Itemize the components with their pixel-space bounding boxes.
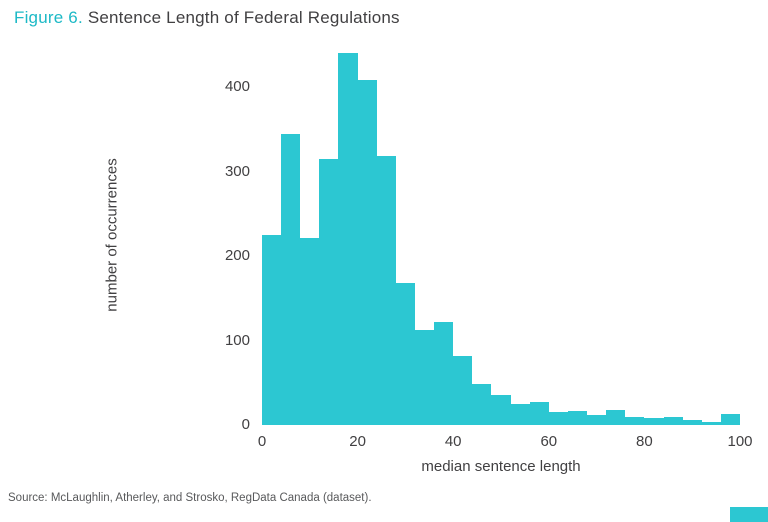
histogram-bar: [262, 235, 282, 425]
y-tick-label: 200: [224, 247, 250, 265]
histogram-bar: [567, 410, 588, 425]
histogram-bar: [434, 321, 454, 425]
histogram-bar: [587, 414, 607, 425]
corner-accent-block: [730, 507, 768, 522]
x-tick-label: 80: [636, 433, 653, 450]
y-tick-label: 0: [241, 416, 250, 433]
histogram-bar: [606, 409, 626, 425]
histogram-bar: [644, 418, 664, 425]
y-tick-label: 400: [224, 78, 250, 96]
x-tick-label: 40: [444, 433, 462, 450]
y-tick-label: 100: [224, 331, 250, 349]
histogram-bar: [376, 156, 396, 425]
histogram-bar: [319, 159, 339, 425]
histogram-bar: [510, 403, 530, 425]
histogram-bar: [414, 330, 435, 425]
histogram-bar: [625, 416, 645, 425]
histogram-bar: [472, 384, 492, 425]
x-tick-label: 20: [349, 433, 366, 450]
x-axis-label: median sentence length: [421, 458, 581, 475]
histogram-bar: [453, 355, 473, 425]
histogram-bar: [395, 283, 415, 425]
histogram-bar: [663, 416, 683, 425]
figure-title: Figure 6. Sentence Length of Federal Reg…: [14, 8, 400, 28]
source-note: Source: McLaughlin, Atherley, and Strosk…: [8, 492, 372, 504]
histogram-bar: [682, 419, 702, 425]
x-tick-label: 60: [540, 433, 558, 450]
figure-title-text: Sentence Length of Federal Regulations: [82, 8, 400, 27]
figure-number: Figure 6.: [14, 8, 83, 27]
histogram-bar: [281, 133, 301, 425]
y-tick-label: 300: [224, 162, 250, 180]
y-axis-label: number of occurrences: [103, 158, 121, 312]
histogram-bar: [491, 395, 511, 425]
histogram-bar: [338, 53, 358, 425]
plot-area: [262, 45, 740, 425]
histogram-bar: [548, 412, 568, 425]
histogram-bar: [300, 237, 320, 425]
histogram-bar: [529, 402, 549, 425]
x-tick-label: 100: [727, 433, 753, 450]
histogram-bar: [357, 80, 377, 425]
histogram-bar: [720, 414, 740, 425]
x-tick-label: 0: [257, 433, 267, 450]
histogram-bar: [701, 421, 721, 425]
